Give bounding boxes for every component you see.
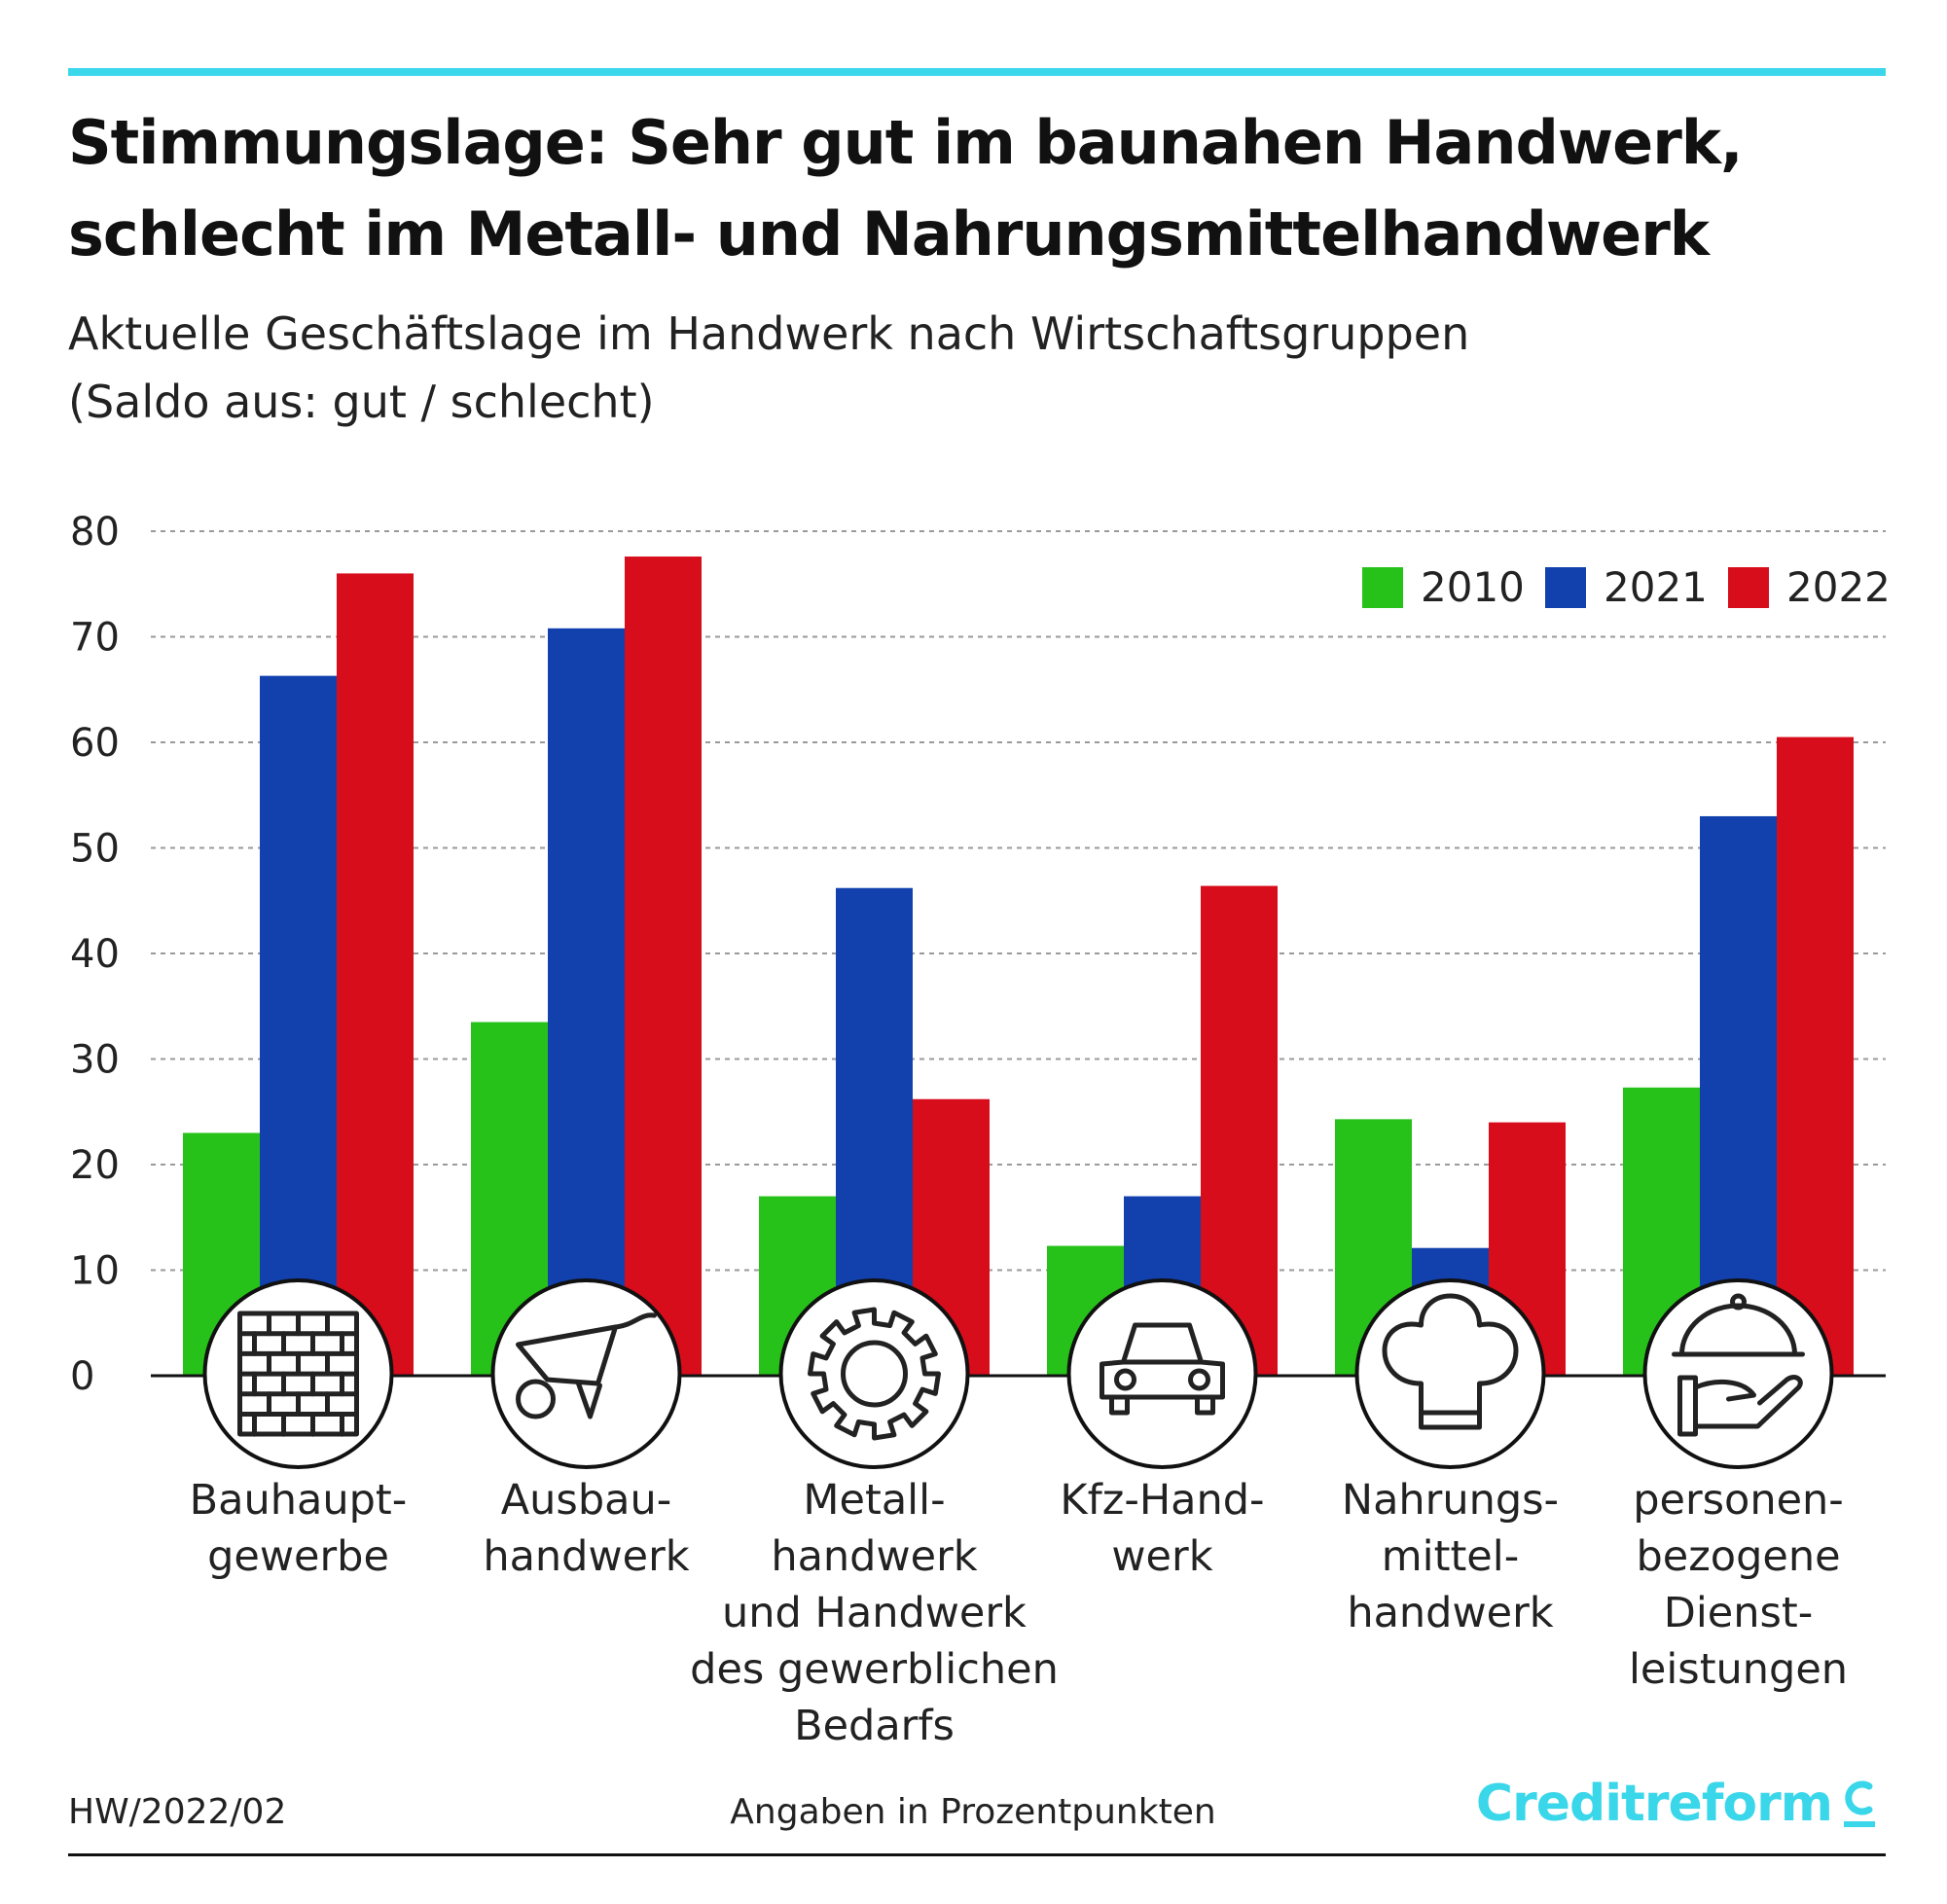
title-line-1: Stimmungslage: Sehr gut im baunahen Hand… [68,107,1744,178]
grid-lines [151,530,1886,1272]
legend-label: 2022 [1786,563,1891,611]
y-tick-label: 30 [70,1038,120,1083]
category-label-4: Nahrungs-mittel-handwerk [1342,1476,1559,1637]
brand-logo: Creditreform [1476,1775,1879,1833]
y-tick-label: 70 [70,616,120,661]
category-label-3: Kfz-Hand-werk [1060,1476,1264,1581]
bar-2022-0 [337,573,414,1376]
title-line-2: schlecht im Metall- und Nahrungsmittelha… [68,198,1710,269]
top-accent-rule [68,68,1886,76]
category-label-2: Metall-handwerk und Handwerk des gewerblic… [690,1476,1059,1750]
y-tick-label: 80 [70,510,120,555]
bars [183,557,1854,1376]
category-label-line: Nahrungs- [1342,1476,1559,1525]
y-tick-label: 20 [70,1143,120,1188]
legend-label: 2021 [1604,563,1708,611]
legend-swatch [1728,567,1769,608]
category-label-line: bezogene [1636,1532,1840,1581]
bar-2021-0 [260,675,337,1376]
cloche-hand-icon [1642,1278,1834,1469]
category-label-line: handwerk [483,1532,689,1581]
subtitle-line-1: Aktuelle Geschäftslage im Handwerk nach … [68,307,1470,360]
category-icons [202,1278,1834,1469]
legend-swatch [1362,567,1403,608]
y-tick-label: 0 [70,1354,94,1399]
category-label-line: Metall- [803,1476,945,1525]
category-label-line: handwerk [1347,1589,1553,1637]
car-icon [1066,1278,1258,1469]
subtitle-line-2: (Saldo aus: gut / schlecht) [68,376,655,428]
legend-item-2022: 2022 [1728,563,1891,611]
category-label-line: mittel- [1382,1532,1519,1581]
footer-code: HW/2022/02 [68,1792,287,1832]
category-label-line: und Handwerk [722,1589,1027,1637]
category-labels: Bauhaupt-gewerbeAusbau-handwerkMetall-ha… [190,1476,1848,1750]
brick-wall-icon [202,1278,394,1469]
wheelbarrow-icon [490,1278,682,1469]
bar-2022-5 [1777,736,1854,1376]
footer-note: Angaben in Prozentpunkten [730,1792,1216,1832]
category-label-line: personen- [1633,1476,1844,1525]
y-axis-ticks: 0 10 20 30 40 50 60 70 80 [70,510,120,1399]
category-label-line: Dienst- [1664,1589,1814,1637]
legend: 2010 2021 2022 [1362,563,1891,611]
category-label-line: Bedarfs [794,1702,955,1750]
bar-2022-1 [625,557,702,1376]
chart-subtitle: Aktuelle Geschäftslage im Handwerk nach … [68,300,1888,436]
y-tick-label: 40 [70,932,120,977]
category-label-line: Kfz-Hand- [1060,1476,1264,1525]
legend-item-2021: 2021 [1545,563,1708,611]
category-label-line: werk [1111,1532,1212,1581]
brand-name: Creditreform [1475,1775,1833,1833]
chef-hat-icon [1354,1278,1546,1469]
y-tick-label: 10 [70,1249,120,1294]
category-label-line: Bauhaupt- [190,1476,408,1525]
category-label-line: gewerbe [207,1532,389,1581]
chart-title: Stimmungslage: Sehr gut im baunahen Hand… [68,97,1888,280]
category-label-1: Ausbau-handwerk [483,1476,689,1581]
bar-2021-1 [548,628,625,1376]
y-tick-label: 60 [70,721,120,766]
legend-label: 2010 [1421,563,1525,611]
creditreform-c-icon [1844,1780,1875,1827]
category-label-line: Ausbau- [501,1476,672,1525]
gear-icon [778,1278,970,1469]
bar-chart: 0 10 20 30 40 50 60 70 80 Bauhaupt-gewerbe Ausbau… [70,510,1891,1750]
category-label-line: leistungen [1629,1645,1848,1694]
legend-swatch [1545,567,1586,608]
category-label-0: Bauhaupt-gewerbe [190,1476,408,1581]
category-label-5: personen-bezogene Dienst-leistungen [1629,1476,1848,1694]
category-label-line: handwerk [771,1532,977,1581]
category-label-line: des gewerblichen [690,1645,1059,1694]
bottom-rule [68,1853,1886,1856]
y-tick-label: 50 [70,827,120,872]
legend-item-2010: 2010 [1362,563,1525,611]
